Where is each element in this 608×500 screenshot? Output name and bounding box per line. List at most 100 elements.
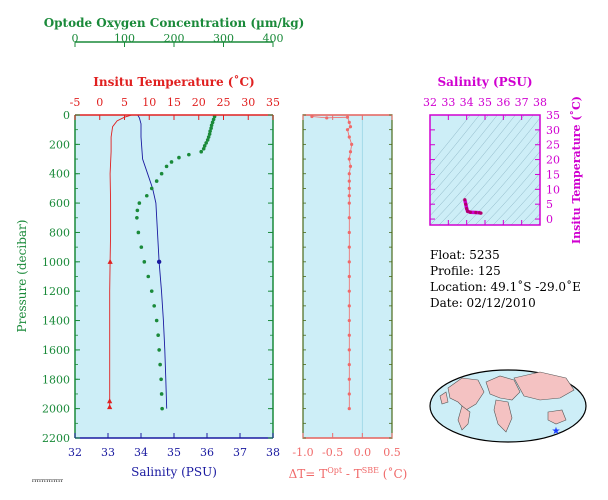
ts-salinity-tick-label: 33 <box>441 96 455 109</box>
oxygen-tick-label: 200 <box>164 32 185 45</box>
difference-axis-label: ΔT= TOpt - TSBE (˚C) <box>289 466 408 481</box>
temperature-axis-label: Insitu Temperature (˚C) <box>93 74 254 89</box>
pressure-axis-label: Pressure (decibar) <box>15 220 29 333</box>
density-contour <box>456 128 540 225</box>
temperature-tick-label: 20 <box>192 96 206 109</box>
difference-point <box>347 407 351 411</box>
difference-point <box>347 245 351 249</box>
oxygen-point <box>144 193 149 198</box>
density-contour <box>510 193 540 225</box>
density-contour <box>492 172 540 225</box>
difference-point <box>348 164 353 168</box>
profile-panel: 0200400600800100012001400160018002000220… <box>15 16 304 479</box>
oxygen-point <box>202 144 207 148</box>
difference-point <box>347 318 351 323</box>
oxygen-point <box>159 392 164 396</box>
ts-salinity-tick-label: 32 <box>423 96 437 109</box>
pressure-tick-label: 1200 <box>42 285 70 298</box>
oxygen-tick-label: 300 <box>213 32 234 45</box>
difference-axes: -1.0 -0.5 0.0 0.5 <box>292 114 401 459</box>
difference-point <box>347 172 351 176</box>
difference-point <box>347 274 351 279</box>
oxygen-point <box>177 155 181 160</box>
salinity-axis-label: Salinity (PSU) <box>131 465 217 479</box>
oxygen-point <box>159 171 164 176</box>
oxygen-tick-label: 100 <box>114 32 135 45</box>
temperature-tick-label: 5 <box>121 96 128 109</box>
ts-salinity-tick-label: 35 <box>478 96 492 109</box>
temperature-tick-label: 25 <box>217 96 231 109</box>
difference-point <box>347 260 351 264</box>
map-continents <box>439 371 575 433</box>
temperature-marker <box>107 398 113 404</box>
oxygen-point <box>146 274 151 279</box>
density-contour <box>501 183 540 225</box>
oxygen-point <box>142 260 147 264</box>
difference-tick-label: 0.0 <box>354 446 372 459</box>
ts-point <box>465 207 469 211</box>
difference-point <box>347 333 351 337</box>
pressure-tick-label: 1400 <box>42 315 70 328</box>
ts-temperature-tick-label: 5 <box>546 198 553 211</box>
difference-label-superscript: Opt <box>327 466 343 475</box>
oxygen-point <box>158 362 162 367</box>
oxygen-point <box>209 123 214 128</box>
pressure-tick-label: 0 <box>63 109 70 122</box>
pressure-tick-label: 2000 <box>42 403 70 416</box>
oxygen-point <box>204 141 208 145</box>
difference-point <box>345 115 350 119</box>
ts-temperature-tick-label: 35 <box>546 109 560 122</box>
difference-point <box>325 116 329 120</box>
profile-number: Profile: 125 <box>430 264 501 278</box>
density-contour <box>528 213 540 225</box>
oxygen-point <box>156 333 160 338</box>
oxygen-point <box>210 120 215 125</box>
salinity-tick-label: 38 <box>266 446 280 459</box>
ts-point <box>474 210 478 215</box>
difference-point <box>347 157 351 161</box>
difference-tick-label: -1.0 <box>292 446 313 459</box>
oxygen-point <box>157 348 161 352</box>
location: Location: 49.1˚S -29.0˚E <box>430 280 581 294</box>
difference-point <box>347 194 351 198</box>
difference-point <box>347 179 351 183</box>
oxygen-point <box>206 135 211 139</box>
pressure-tick-label: 1600 <box>42 344 70 357</box>
difference-point <box>345 128 350 132</box>
ts-salinity-tick-label: 36 <box>496 96 510 109</box>
difference-point <box>347 348 351 352</box>
ts-salinity-tick-label: 37 <box>515 96 529 109</box>
ts-point <box>468 210 472 214</box>
difference-panel: -1.0 -0.5 0.0 0.5 ΔT= TOpt - TSBE (˚C) <box>289 114 408 481</box>
oxygen-point <box>136 230 141 235</box>
oxygen-point <box>137 201 142 205</box>
density-contour <box>474 151 540 225</box>
density-contour <box>519 203 540 225</box>
temperature-marker <box>107 258 113 264</box>
ts-point <box>465 209 470 213</box>
difference-point <box>350 142 354 146</box>
difference-label-text: ΔT= T <box>289 467 328 481</box>
salinity-tick-label: 32 <box>68 446 82 459</box>
temperature-tick-label: 10 <box>142 96 156 109</box>
density-contour <box>465 140 540 225</box>
difference-tick-label: -0.5 <box>322 446 343 459</box>
temperature-tick-label: 0 <box>96 96 103 109</box>
difference-point <box>347 289 351 293</box>
ts-temperature-tick-label: 20 <box>546 154 560 167</box>
difference-point <box>347 201 351 205</box>
temperature-tick-label: 15 <box>167 96 181 109</box>
world-map: ★ <box>429 369 587 443</box>
ts-plot-area <box>430 115 540 225</box>
density-contour <box>483 161 540 225</box>
oxygen-tick-label: 400 <box>263 32 284 45</box>
difference-label-text: (˚C) <box>379 466 407 481</box>
ts-point <box>464 202 468 206</box>
ts-temperature-tick-label: 0 <box>546 213 553 226</box>
oxygen-point <box>207 132 212 136</box>
oxygen-point <box>209 126 213 131</box>
oxygen-point <box>139 245 144 249</box>
